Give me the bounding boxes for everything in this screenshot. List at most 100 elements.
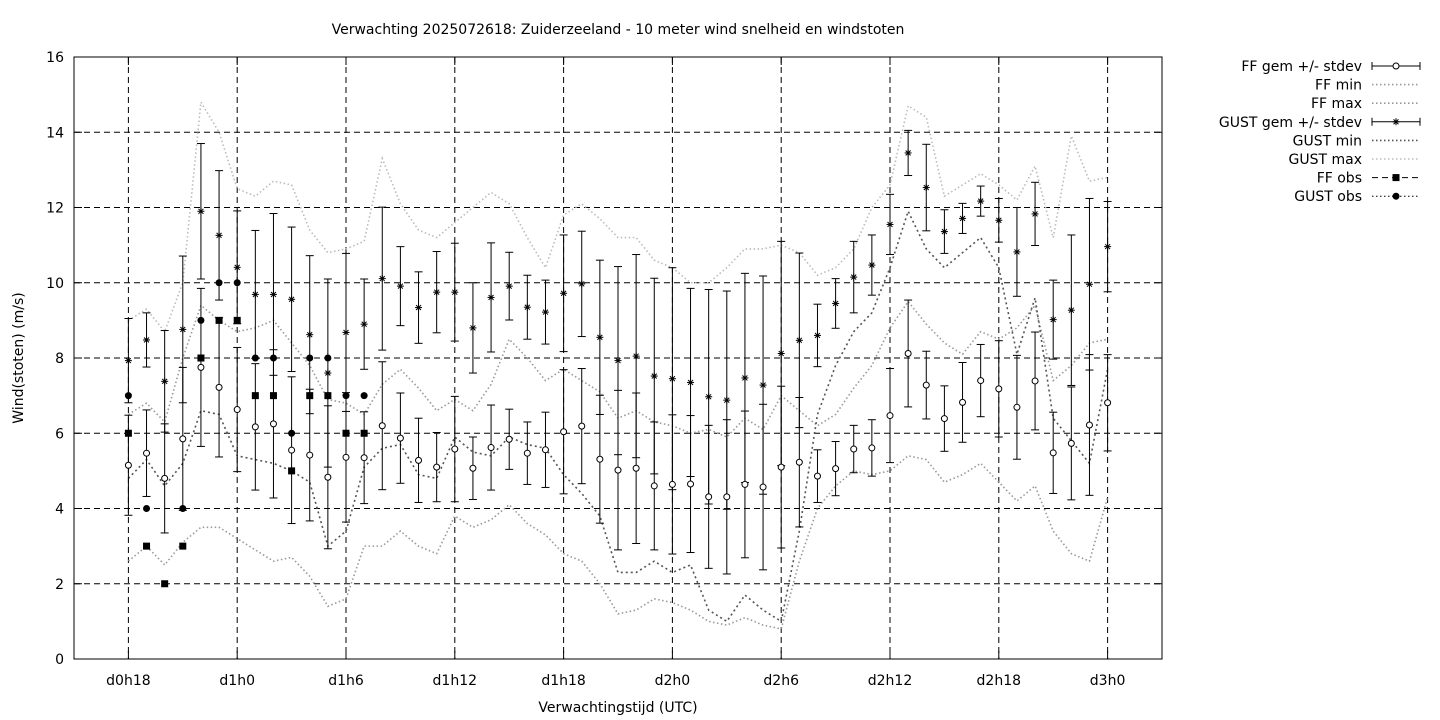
ff-mean-point [415, 456, 423, 464]
gust-mean-point [124, 357, 132, 365]
y-tick-label: 10 [46, 276, 64, 292]
ff-mean-point [523, 449, 531, 457]
legend-label: FF obs [1317, 171, 1362, 187]
ff-min-line [127, 454, 1109, 630]
legend-label: GUST obs [1294, 189, 1362, 205]
gust-obs-point [215, 279, 223, 287]
gust-mean-point [197, 207, 205, 215]
ff-mean-point [197, 363, 205, 371]
ff-mean-point [940, 415, 948, 423]
gust-mean-point [705, 393, 713, 401]
legend-label: FF gem +/- stdev [1241, 59, 1362, 75]
gust-mean-point [288, 295, 296, 303]
ff-mean-point [759, 483, 767, 491]
ff-mean-point [233, 406, 241, 414]
gust-mean-point [306, 331, 314, 339]
gust-obs-point [251, 354, 259, 362]
gust-obs-point [233, 279, 241, 287]
gust-mean-point [1013, 248, 1021, 256]
gust-mean-point [1049, 316, 1057, 324]
legend-label: FF max [1311, 96, 1362, 112]
gust-mean-point [578, 280, 586, 288]
ff-mean-point [1104, 399, 1112, 407]
x-tick-label: d2h18 [977, 673, 1021, 689]
ff-mean-point [288, 446, 296, 454]
legend-label: GUST max [1289, 152, 1363, 168]
gust-mean-point [759, 381, 767, 389]
gust-obs-point [324, 354, 332, 362]
ff-mean-point [705, 493, 713, 501]
gust-mean-point [959, 214, 967, 222]
ff-mean-point [741, 480, 749, 488]
gust-mean-point [378, 275, 386, 283]
ff-mean-point [324, 473, 332, 481]
gust-mean-point [415, 304, 423, 312]
ff-mean-point [143, 449, 151, 457]
ff-obs-point [143, 542, 151, 550]
gust-mean-point [795, 336, 803, 344]
x-tick-label: d3h0 [1090, 673, 1126, 689]
gust-mean-point [251, 290, 259, 298]
gust-mean-point [723, 396, 731, 404]
gust-mean-point [342, 328, 350, 336]
gust-mean-point [741, 374, 749, 382]
ff-mean-point [723, 493, 731, 501]
gust-mean-point [596, 333, 604, 341]
gust-mean-point [523, 303, 531, 311]
ff-mean-point [560, 428, 568, 436]
x-tick-label: d1h18 [541, 673, 585, 689]
x-axis-label: Verwachtingstijd (UTC) [538, 700, 697, 716]
ff-mean-point [687, 480, 695, 488]
ff-obs-point [324, 392, 332, 400]
ff-obs-point [124, 429, 132, 437]
ff-mean-point [795, 458, 803, 466]
gust-mean-point [143, 336, 151, 344]
gust-obs-point [143, 505, 151, 512]
ff-mean-point [850, 445, 858, 453]
y-tick-label: 12 [46, 201, 64, 217]
ff-obs-point [288, 467, 296, 475]
gust-mean-point [832, 299, 840, 307]
x-tick-label: d2h6 [763, 673, 799, 689]
ff-obs-point [215, 316, 223, 324]
y-tick-label: 8 [55, 351, 64, 367]
gust-mean-point [269, 290, 277, 298]
legend-label: FF min [1315, 78, 1362, 94]
y-tick-label: 6 [55, 426, 64, 442]
ff-mean-point [451, 445, 459, 453]
gust-mean-point [668, 375, 676, 383]
ff-mean-point [1049, 449, 1057, 457]
gust-mean-point [161, 377, 169, 385]
axes: 0 2 4 6 8 10 12 14 16 d0h18 d1h0 d1h6 d1h12 d1h18 d2h0… [46, 50, 1162, 689]
gust-mean-point [487, 293, 495, 301]
gust-obs-point [197, 316, 205, 324]
gust-mean-point [614, 357, 622, 365]
ff-mean-point [505, 435, 513, 443]
ff-mean-point [1013, 403, 1021, 411]
ff-mean-point [396, 434, 404, 442]
gust-max-line [127, 99, 1108, 334]
x-tick-label: d1h6 [328, 673, 364, 689]
gust-mean-point [505, 282, 513, 290]
gust-mean-point [360, 320, 368, 328]
gust-mean-point [922, 184, 930, 192]
gust-obs-point [288, 429, 296, 437]
legend-swatch-marker [1392, 192, 1400, 200]
ff-mean-point [832, 465, 840, 473]
y-tick-label: 16 [46, 50, 64, 66]
x-tick-label: d1h0 [219, 673, 255, 689]
ff-mean-point [306, 451, 314, 459]
ff-obs-point [251, 392, 259, 400]
x-tick-label: d2h0 [655, 673, 691, 689]
y-tick-label: 4 [55, 502, 64, 518]
legend-label: GUST gem +/- stdev [1219, 115, 1362, 131]
gust-mean-point [687, 378, 695, 386]
ff-mean-point [469, 464, 477, 472]
legend-swatch-marker [1392, 118, 1400, 126]
ff-mean-point [904, 349, 912, 357]
chart-title: Verwachting 2025072618: Zuiderzeeland - … [332, 22, 905, 38]
ff-mean-point [995, 385, 1003, 393]
gust-mean-point [179, 325, 187, 333]
y-tick-label: 2 [55, 577, 64, 593]
ff-mean-point [360, 454, 368, 462]
